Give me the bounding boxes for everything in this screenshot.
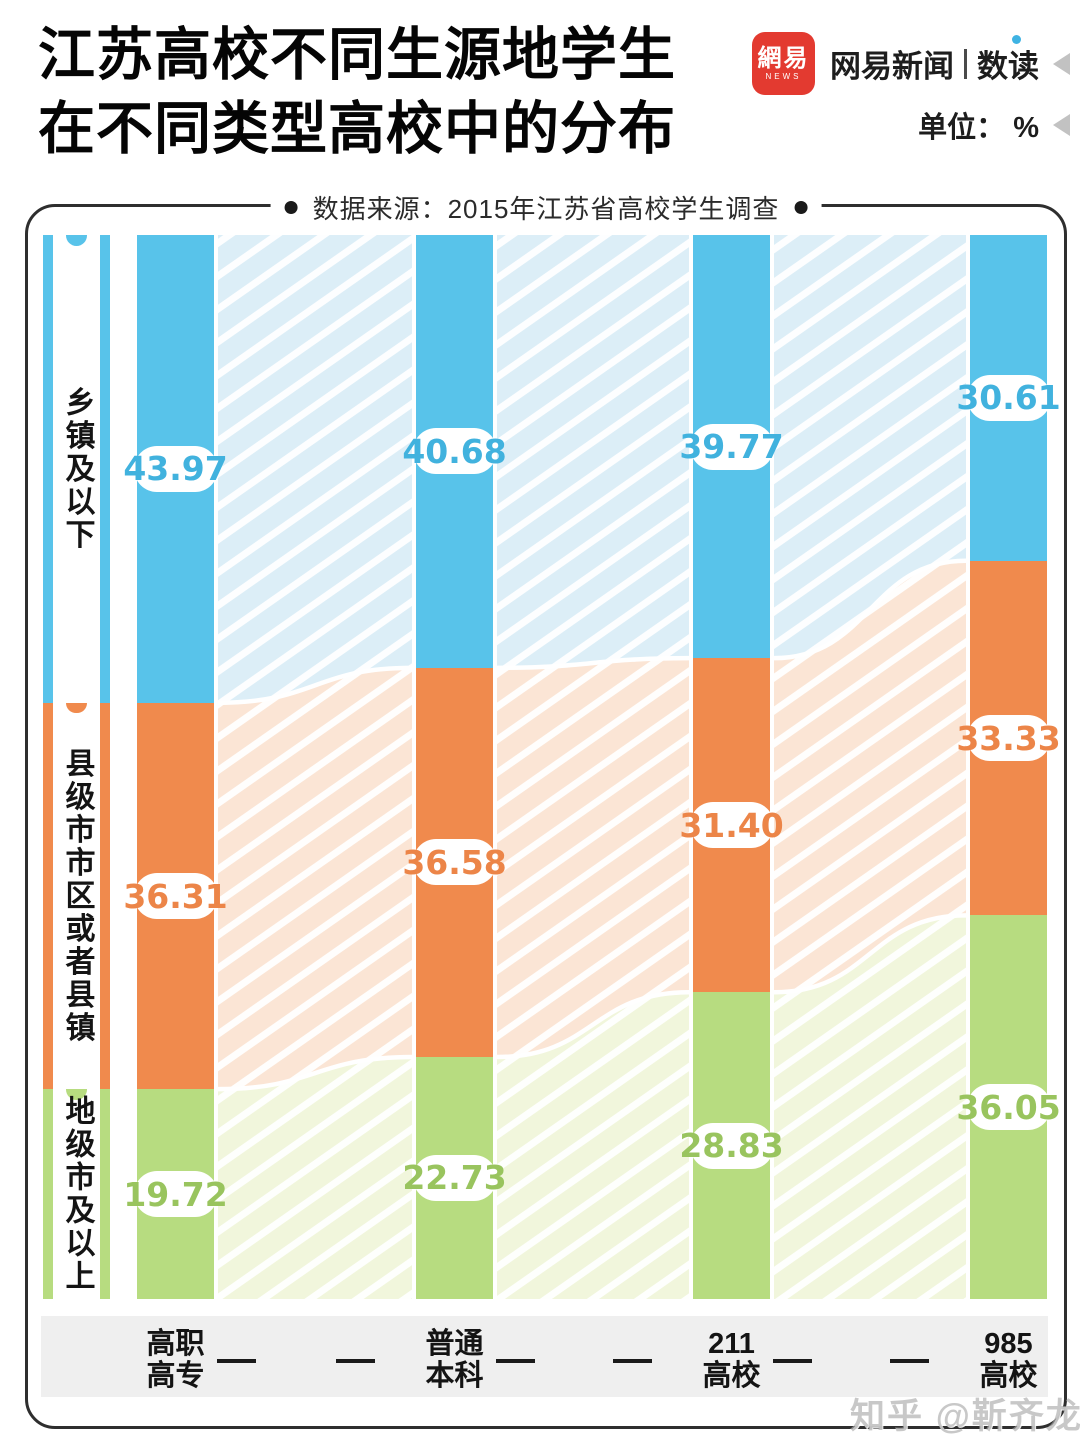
label-dash-icon (335, 1359, 375, 1363)
legend-mini-bar-segment (43, 1089, 53, 1299)
dot-icon (284, 200, 298, 214)
flow-band-mid (774, 560, 966, 993)
legend-series-label: 地级市及以上 (60, 1095, 94, 1294)
value-label: 40.68 (402, 428, 507, 475)
unit-row: 单位： % (918, 104, 1070, 146)
category-label-line: 高职 (146, 1328, 205, 1360)
brand-divider (964, 48, 967, 79)
category-label: 普通 本科 (370, 1328, 540, 1392)
netease-logo-text: 網易 (757, 45, 810, 72)
flow-band-mid (497, 658, 689, 1058)
chart-card: 数据来源：2015年江苏省高校学生调查 43.97 36.31 19.72 高职 高专 4… (25, 190, 1067, 1429)
watermark: 知乎 @靳齐龙 (850, 1397, 1080, 1436)
category-label: 985 高校 (924, 1328, 1080, 1392)
legend-mini-bar-segment (43, 702, 53, 1090)
page-title: 江苏高校不同生源地学生 在不同类型高校中的分布 (38, 18, 676, 166)
category-label: 211 高校 (647, 1328, 817, 1392)
category-label-line: 高专 (146, 1360, 205, 1392)
flow-areas-svg (217, 235, 967, 1299)
category-label: 高职 高专 (91, 1328, 261, 1392)
label-dash-icon (495, 1359, 535, 1363)
legend-mini-bar-segment (43, 235, 53, 703)
brand-section: 数读 (977, 35, 1039, 86)
dot-icon (794, 200, 808, 214)
value-label: 36.58 (402, 839, 507, 886)
page-title-line2: 在不同类型高校中的分布 (38, 97, 676, 161)
legend-marker-icon (66, 702, 87, 714)
flow-boundary-line (496, 655, 690, 671)
chart-plot: 43.97 36.31 19.72 高职 高专 40.68 36.58 22.73 普通 本科 39… (28, 207, 1064, 1426)
page-title-line1: 江苏高校不同生源地学生 (38, 23, 676, 87)
legend-marker-icon (66, 1089, 87, 1100)
value-label: 36.31 (123, 873, 228, 919)
flow-band-top (774, 235, 966, 659)
flow-band-bottom (497, 992, 689, 1299)
flow-band-bottom (218, 1057, 412, 1299)
flow-band-bottom (774, 915, 966, 1299)
flow-boundary-line (773, 913, 967, 995)
source-note: 数据来源：2015年江苏省高校学生调查 (270, 190, 822, 224)
value-label: 19.72 (123, 1171, 228, 1218)
value-label: 43.97 (123, 445, 228, 492)
category-label-line: 高校 (979, 1360, 1038, 1392)
flow-boundary-line (773, 558, 967, 661)
flow-boundary-line (496, 989, 690, 1060)
legend-mini-bar-segment (100, 702, 110, 1090)
netease-logo-icon: 網易 NEWS (752, 32, 815, 95)
flow-band-top (218, 235, 412, 703)
legend-mini-bar-segment (100, 235, 110, 703)
netease-logo-subtext: NEWS (765, 72, 802, 81)
left-triangle-icon (1053, 114, 1070, 136)
brand-row: 網易 NEWS 网易新闻 数读 (752, 32, 1070, 95)
category-label-line: 211 (708, 1328, 755, 1360)
legend-marker-icon (66, 235, 87, 246)
blue-dot-icon (1011, 35, 1021, 44)
value-label: 36.05 (956, 1084, 1061, 1131)
value-label: 30.61 (956, 374, 1061, 421)
label-dash-icon (612, 1359, 652, 1363)
category-strip (41, 1316, 1048, 1397)
label-dash-icon (889, 1359, 929, 1363)
flow-boundary-line (217, 665, 413, 706)
brand-name: 网易新闻 (830, 49, 954, 84)
brand-section-label: 数读 (977, 49, 1039, 84)
legend-series-label: 乡镇及以下 (60, 386, 94, 552)
label-dash-icon (772, 1359, 812, 1363)
category-label-line: 普通 (425, 1328, 484, 1360)
flow-band-mid (218, 667, 412, 1090)
flow-boundary-line (217, 1054, 413, 1092)
unit-label: 单位： % (918, 112, 1039, 144)
value-label: 39.77 (679, 423, 784, 470)
source-note-text: 数据来源：2015年江苏省高校学生调查 (312, 193, 780, 224)
left-triangle-icon (1053, 52, 1070, 75)
category-label-line: 985 (984, 1328, 1033, 1360)
legend-mini-bar-segment (100, 1089, 110, 1299)
value-label: 28.83 (679, 1122, 784, 1169)
label-dash-icon (216, 1359, 256, 1363)
flow-band-top (497, 235, 689, 668)
value-label: 31.40 (679, 802, 784, 849)
category-label-line: 高校 (702, 1360, 761, 1392)
value-label: 22.73 (402, 1154, 507, 1201)
legend-series-label: 县级市市区或者县镇 (60, 747, 94, 1045)
category-label-line: 本科 (425, 1360, 484, 1392)
value-label: 33.33 (956, 715, 1061, 761)
